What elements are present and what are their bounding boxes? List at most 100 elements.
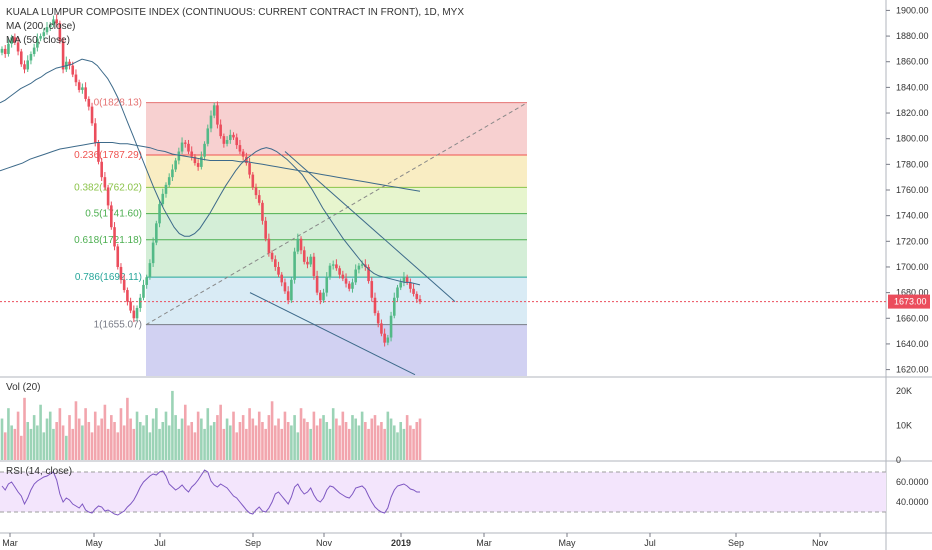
volume-bar <box>209 425 213 460</box>
volume-bar <box>392 425 396 460</box>
candle-body <box>52 19 55 25</box>
price-tick-label: 1760.00 <box>896 185 929 195</box>
time-axis-label: Jul <box>154 538 166 548</box>
candle-body <box>122 279 126 291</box>
volume-bar <box>3 432 7 460</box>
volume-bar <box>341 411 345 460</box>
volume-bar <box>158 428 161 460</box>
fib-zone <box>146 102 527 155</box>
volume-bar <box>71 428 75 460</box>
ma50-line <box>0 58 421 286</box>
candle-body <box>280 274 284 283</box>
volume-bar <box>225 418 229 460</box>
chart-legend: KUALA LUMPUR COMPOSITE INDEX (CONTINUOUS… <box>6 6 464 48</box>
candle-body <box>386 337 390 343</box>
candle-body <box>309 256 312 265</box>
candle-body <box>68 61 71 66</box>
time-axis-label: 2019 <box>391 538 411 548</box>
volume-bar <box>7 408 10 460</box>
candle-body <box>296 238 300 252</box>
candle-body <box>261 202 264 221</box>
volume-bar <box>254 425 258 460</box>
price-tick-label: 1820.00 <box>896 108 929 118</box>
volume-bar <box>23 397 26 460</box>
volume-bar <box>68 415 71 460</box>
volume-bar <box>65 435 68 460</box>
volume-bar <box>270 401 274 460</box>
volume-bar <box>409 425 412 460</box>
volume-bar <box>235 432 239 460</box>
volume-tick-label: 20K <box>896 386 912 396</box>
candle-body <box>319 292 322 301</box>
candle-body <box>212 105 216 116</box>
volume-bar <box>380 422 383 460</box>
volume-bar <box>286 422 290 460</box>
volume-bar <box>418 418 422 460</box>
volume-tick-label: 10K <box>896 420 912 430</box>
ma200-line <box>0 142 421 192</box>
price-tick-label: 1640.00 <box>896 339 929 349</box>
candle-body <box>206 128 210 144</box>
volume-bar <box>216 415 219 460</box>
candle-body <box>370 281 374 298</box>
time-axis-label: May <box>85 538 103 548</box>
candle-body <box>151 242 155 264</box>
volume-bar <box>177 428 181 460</box>
candle-body <box>328 265 332 278</box>
volume-bar <box>164 411 168 460</box>
fib-zone <box>146 324 527 376</box>
volume-bar <box>48 411 52 460</box>
volume-bar <box>331 408 335 460</box>
candle-body <box>392 297 396 316</box>
candle-body <box>90 106 94 124</box>
candle-body <box>367 266 370 282</box>
candle-body <box>187 143 190 152</box>
volume-bar <box>10 425 13 460</box>
volume-bar <box>399 422 403 460</box>
candle-body <box>396 287 399 298</box>
candle-body <box>196 163 200 167</box>
time-axis-label: May <box>558 538 576 548</box>
candle-body <box>322 292 325 301</box>
fib-level-label: 1(1655.07) <box>94 320 142 331</box>
candle-body <box>245 156 248 164</box>
candle-body <box>344 278 348 284</box>
volume-bar <box>290 425 293 460</box>
volume-bar <box>389 418 393 460</box>
candle-body <box>248 163 251 175</box>
candle-body <box>48 24 52 28</box>
candle-body <box>203 143 206 157</box>
candle-body <box>306 261 309 265</box>
volume-bar <box>277 418 280 460</box>
candle-body <box>174 160 177 170</box>
candle-body <box>93 123 97 143</box>
candle-body <box>145 277 148 285</box>
candle-body <box>177 151 181 161</box>
candle-body <box>161 193 165 205</box>
volume-bar <box>322 415 325 460</box>
volume-bar <box>241 415 245 460</box>
candle-body <box>389 315 393 338</box>
volume-bar <box>39 404 42 460</box>
volume-bar <box>370 418 374 460</box>
last-price-badge <box>888 294 930 309</box>
price-tick-label: 1740.00 <box>896 211 929 221</box>
candle-body <box>106 187 110 206</box>
volume-bar <box>274 425 277 460</box>
volume-bar <box>412 428 415 460</box>
candle-body <box>26 60 30 70</box>
volume-bar <box>103 404 107 460</box>
volume-bar <box>219 404 222 460</box>
volume-bar <box>373 415 377 460</box>
volume-bar <box>335 418 338 460</box>
volume-bar <box>228 425 232 460</box>
rsi-pane-label: RSI (14, close) <box>6 466 73 477</box>
rsi-line <box>1 469 420 516</box>
candle-body <box>216 105 219 125</box>
volume-bar <box>135 411 139 460</box>
volume-bar <box>74 401 78 460</box>
candle-body <box>45 27 49 33</box>
candle-body <box>415 293 419 300</box>
candle-body <box>270 252 274 260</box>
